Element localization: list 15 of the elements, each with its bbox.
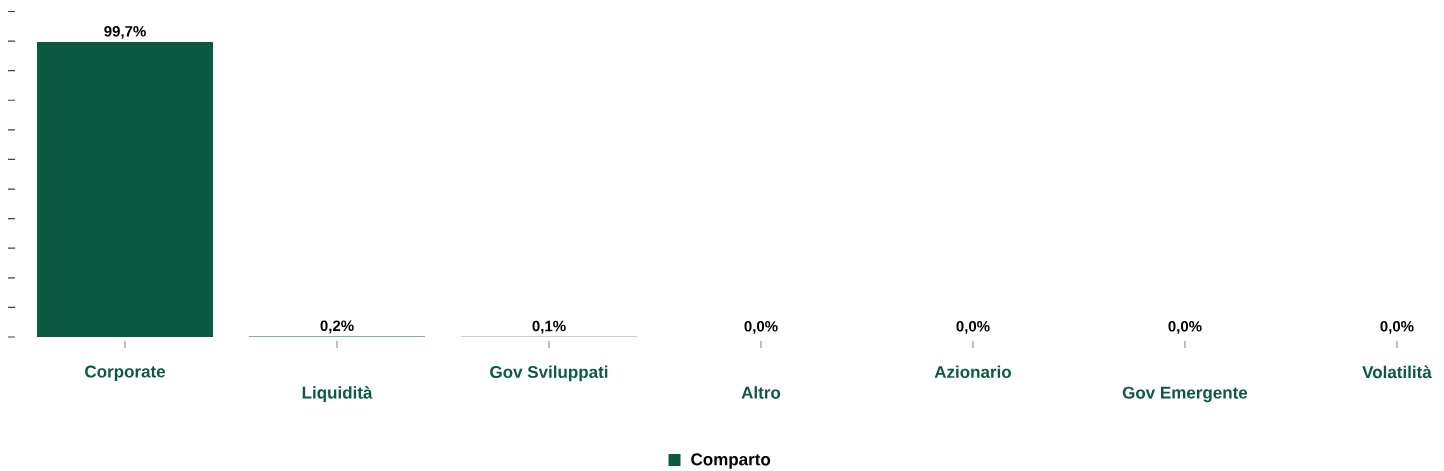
- data-label: 0,0%: [1168, 320, 1202, 334]
- x-tick-label: Corporate: [85, 365, 166, 381]
- data-label: 0,2%: [320, 320, 354, 334]
- x-tick-label: Gov Sviluppati: [490, 365, 608, 382]
- legend-label: Comparto: [691, 453, 771, 469]
- data-label: 0,0%: [1380, 320, 1414, 334]
- x-tick-label: Azionario: [934, 365, 1012, 379]
- data-label: 0,1%: [532, 320, 566, 334]
- x-tick-label: Gov Emergente: [1122, 386, 1248, 403]
- x-tick-label: Altro: [741, 386, 781, 399]
- x-tick-label: Liquidità: [302, 386, 373, 403]
- data-label: 0,0%: [744, 320, 778, 334]
- x-tick-label: Volatilità: [1362, 365, 1432, 379]
- data-label: 99,7%: [104, 25, 146, 39]
- data-label: 0,0%: [956, 320, 990, 334]
